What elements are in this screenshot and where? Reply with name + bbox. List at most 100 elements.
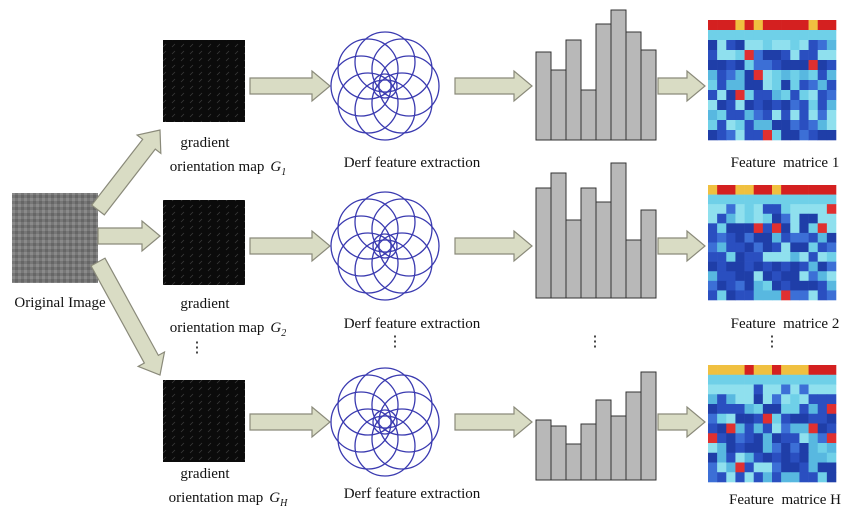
heatmap-cell <box>762 60 773 71</box>
histogram-bar <box>580 423 597 481</box>
heatmap-cell <box>726 40 736 51</box>
heatmap-cell <box>708 271 718 282</box>
heatmap-cell <box>717 20 727 31</box>
heatmap-cell <box>708 60 718 71</box>
heatmap-cell <box>753 384 764 395</box>
histogram-bar <box>640 209 657 299</box>
heatmap-cell <box>753 20 764 31</box>
heatmap-cell <box>717 60 727 71</box>
heatmap-cell <box>772 70 782 81</box>
heatmap-cell <box>799 185 809 195</box>
heatmap-cell <box>744 80 755 91</box>
derf-circle <box>354 239 416 301</box>
derf-circle <box>378 391 440 453</box>
heatmap-cell <box>799 261 809 272</box>
heatmap-cell <box>726 242 736 253</box>
heatmap-cell <box>772 462 782 473</box>
heatmap-cell <box>717 462 727 473</box>
gradient-label: orientation map GH <box>169 490 288 509</box>
heatmap-cell <box>726 223 736 234</box>
heatmap-cell <box>781 242 791 253</box>
heatmap-cell <box>717 30 727 41</box>
heatmap-cell <box>762 290 773 301</box>
heatmap-cell <box>808 394 819 405</box>
heatmap-cell <box>753 110 764 121</box>
heatmap-cell <box>826 70 837 81</box>
heatmap-cell <box>708 252 718 262</box>
heatmap-cell <box>826 433 837 444</box>
heatmap-cell <box>753 365 764 376</box>
heatmap-cell <box>717 374 727 385</box>
heatmap-cell <box>799 242 809 253</box>
heatmap-cell <box>808 204 819 215</box>
heatmap-cell <box>799 271 809 282</box>
heatmap-cell <box>781 50 791 61</box>
heatmap-cell <box>708 462 718 473</box>
arrow <box>249 229 331 263</box>
heatmap-cell <box>817 413 828 424</box>
heatmap-cell <box>744 413 755 424</box>
heatmap-cell <box>790 40 800 51</box>
heatmap-cell <box>808 70 819 81</box>
heatmap-cell <box>735 232 745 243</box>
heatmap-cell <box>717 204 727 215</box>
heatmap-cell <box>781 223 791 234</box>
heatmap-cell <box>781 433 791 444</box>
heatmap-cell <box>708 433 718 444</box>
heatmap-cell <box>717 40 727 51</box>
heatmap-cell <box>799 120 809 131</box>
heatmap-cell <box>762 100 773 111</box>
heatmap-cell <box>735 213 745 224</box>
heatmap-cell <box>826 413 837 424</box>
heatmap-cell <box>817 462 828 473</box>
heatmap-cell <box>726 20 736 31</box>
histogram-bar <box>595 23 612 141</box>
histogram-bar <box>610 9 627 141</box>
heatmap-cell <box>799 232 809 243</box>
heatmap-cell <box>744 423 755 434</box>
heatmap-cell <box>762 462 773 473</box>
heatmap-cell <box>735 472 745 483</box>
heatmap-cell <box>799 365 809 376</box>
histogram-bar <box>625 31 642 141</box>
heatmap-cell <box>753 404 764 415</box>
histogram-bar <box>640 371 657 481</box>
heatmap-cell <box>726 261 736 272</box>
heatmap-cell <box>781 185 791 195</box>
heatmap-cell <box>708 100 718 111</box>
heatmap-cell <box>826 120 837 131</box>
heatmap-cell <box>817 394 828 405</box>
extraction-label: Derf feature extraction <box>344 155 481 171</box>
heatmap-cell <box>735 252 745 262</box>
heatmap-cell <box>726 374 736 385</box>
heatmap-cell <box>717 452 727 463</box>
heatmap-cell <box>790 185 800 195</box>
arrow <box>454 229 533 263</box>
heatmap-cell <box>717 120 727 131</box>
heatmap-cell <box>735 271 745 282</box>
heatmap-cell <box>744 130 755 141</box>
heatmap-cell <box>762 110 773 121</box>
heatmap-cell <box>799 70 809 81</box>
heatmap-cell <box>817 185 828 195</box>
heatmap-cell <box>753 443 764 454</box>
heatmap-cell <box>781 462 791 473</box>
heatmap-cell <box>735 70 745 81</box>
heatmap-cell <box>744 20 755 31</box>
heatmap-cell <box>735 413 745 424</box>
heatmap-cell <box>808 100 819 111</box>
heatmap-cell <box>735 261 745 272</box>
histogram-bar <box>595 201 612 299</box>
heatmap-cell <box>808 365 819 376</box>
heatmap-cell <box>762 394 773 405</box>
heatmap-cell <box>826 374 837 385</box>
heatmap-cell <box>799 40 809 51</box>
heatmap-cell <box>772 194 782 205</box>
heatmap-cell <box>817 194 828 205</box>
heatmap-cell <box>772 80 782 91</box>
heatmap-cell <box>717 110 727 121</box>
derf-circle <box>372 73 398 99</box>
heatmap-cell <box>744 252 755 262</box>
heatmap-cell <box>726 443 736 454</box>
arrow <box>90 257 166 376</box>
